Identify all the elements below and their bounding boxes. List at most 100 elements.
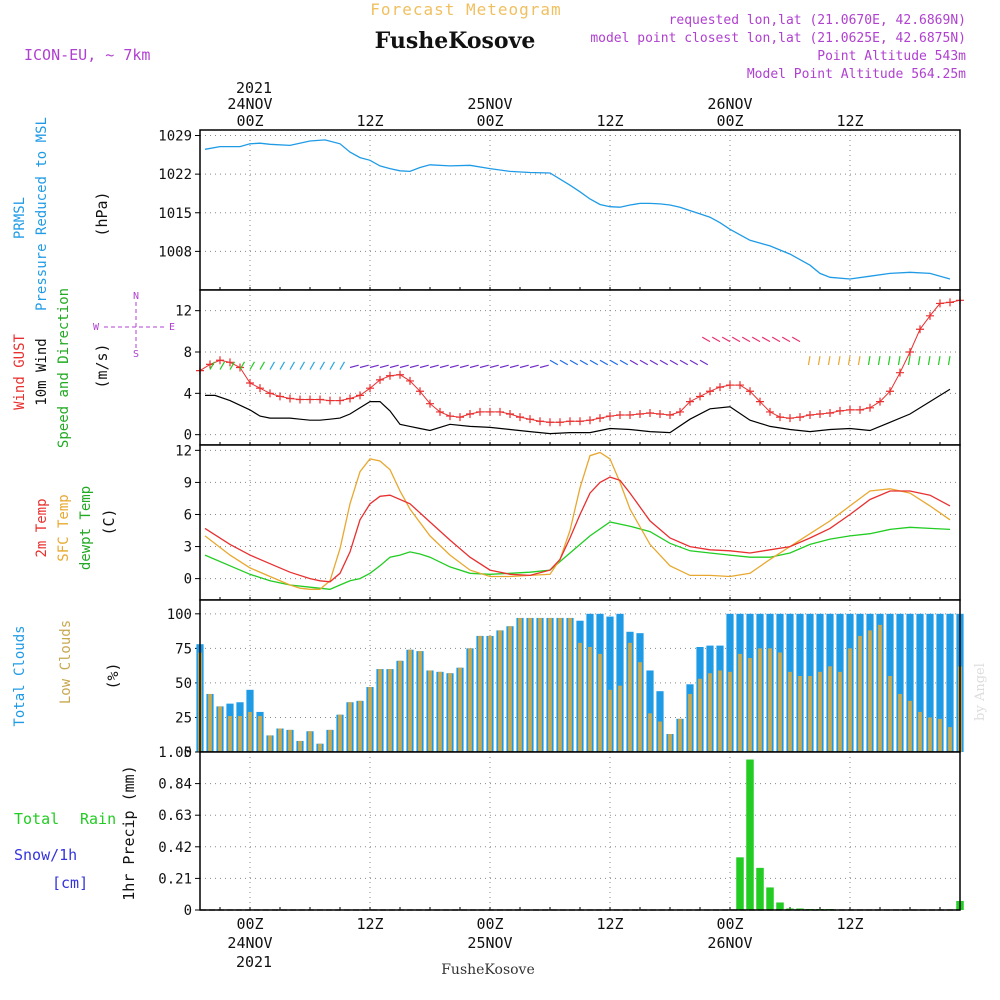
low-cloud-bar	[238, 716, 242, 752]
wind-dir-arrow	[771, 336, 781, 343]
requested-coords: requested lon,lat (21.0670E, 42.6869N)	[669, 13, 966, 28]
wind-dir-arrow	[519, 364, 529, 369]
wind-dir-arrow	[711, 336, 721, 343]
gust-point	[606, 412, 614, 421]
precip-ytick-label: 0.21	[158, 871, 192, 887]
low-cloud-bar	[778, 652, 782, 752]
wind-dir-arrow	[721, 336, 731, 343]
low-cloud-bar	[878, 624, 882, 752]
wind-dir-arrow	[309, 361, 316, 370]
wind-dir-arrow	[761, 336, 771, 343]
low-cloud-bar	[408, 649, 412, 752]
low-cloud-bar	[288, 729, 292, 752]
low-cloud-bar	[928, 717, 932, 752]
wind-dir-arrow	[559, 359, 569, 366]
clouds-ytick-label: 75	[175, 641, 192, 657]
gust-point	[936, 299, 944, 308]
gust-point	[516, 413, 524, 422]
wind-dir-label: Speed and Direction	[56, 288, 72, 448]
gust-point	[706, 387, 714, 396]
wind-dir-arrow	[689, 359, 699, 366]
wind-dir-arrow	[529, 364, 539, 369]
total-cloud-bar	[926, 613, 934, 752]
bottom-date-label: 26NOV	[707, 934, 752, 952]
low-cloud-bar	[858, 635, 862, 752]
top-tick-label: 00Z	[476, 112, 503, 130]
gust-point	[686, 397, 694, 406]
wind-dir-arrow	[449, 364, 459, 369]
wind-dir-arrow	[389, 364, 399, 369]
wind-dir-arrow	[827, 356, 831, 366]
wind-dir-arrow	[807, 356, 811, 366]
low-cloud-bar	[528, 617, 532, 752]
gust-point	[496, 407, 504, 416]
low-cloud-bar	[788, 671, 792, 752]
bottom-year: 2021	[236, 953, 272, 971]
gust-point	[626, 411, 634, 420]
gust-point	[926, 311, 934, 320]
wind-dir-arrow	[509, 364, 519, 369]
gust-point	[906, 348, 914, 356]
total-cloud-bar	[946, 613, 954, 752]
wind-dir-arrow	[917, 356, 921, 366]
bottom-date-label: 25NOV	[467, 934, 512, 952]
wind-dir-arrow	[569, 359, 579, 366]
low-cloud-bar	[338, 714, 342, 752]
wind-dir-arrow	[857, 356, 861, 366]
precip-ytick-label: 0.63	[158, 808, 192, 824]
wind-dir-arrow	[399, 364, 409, 369]
top-tick-label: 00Z	[716, 112, 743, 130]
low-cloud-bar	[798, 676, 802, 752]
low-cloud-bar	[588, 646, 592, 752]
wind-dir-arrow	[907, 356, 911, 366]
gust-point	[536, 417, 544, 426]
wind-ytick-label: 12	[175, 304, 192, 320]
precip-snow-label: Snow/1h	[14, 846, 77, 864]
wind-dir-arrow	[877, 356, 881, 366]
top-date-label: 24NOV	[227, 95, 272, 113]
low-cloud-bar	[738, 653, 742, 752]
low-cloud-bar	[678, 718, 682, 752]
gust-point	[306, 395, 314, 404]
gust-point	[556, 418, 564, 427]
precip-bar	[786, 908, 794, 910]
bottom-date-label: 24NOV	[227, 934, 272, 952]
gust-point	[456, 413, 464, 422]
low-cloud-bar	[828, 666, 832, 752]
top-date-label: 25NOV	[467, 95, 512, 113]
wind-dir-arrow	[649, 359, 659, 366]
temp-ytick-label: 6	[184, 507, 192, 523]
gust-point	[286, 394, 294, 403]
gust-point	[216, 356, 224, 365]
top-tick-label: 12Z	[596, 112, 623, 130]
compass-w: W	[93, 322, 100, 333]
low-cloud-bar	[368, 687, 372, 752]
wind-dir-arrow	[249, 361, 256, 370]
low-cloud-bar	[228, 716, 232, 752]
low-cloud-bar	[488, 635, 492, 752]
low-cloud-bar	[308, 731, 312, 752]
temp-unit: (C)	[100, 508, 118, 535]
low-cloud-bar	[568, 617, 572, 752]
precip-bar	[766, 887, 774, 910]
wind-dir-arrow	[439, 364, 449, 369]
low-cloud-bar	[438, 671, 442, 752]
pressure-ytick-label: 1015	[158, 206, 192, 222]
low-cloud-bar	[908, 700, 912, 752]
low-cloud-bar	[768, 648, 772, 752]
precip-unit: 1hr Precip (mm)	[120, 765, 138, 900]
compass-rose: N S W E	[93, 291, 175, 360]
low-cloud-bar	[378, 669, 382, 752]
gust-point	[346, 394, 354, 403]
wind-dir-arrow	[669, 359, 679, 366]
wind-dir-arrow	[937, 356, 941, 366]
gust-point	[796, 413, 804, 422]
total-cloud-bar	[916, 613, 924, 752]
dewpt-line	[204, 521, 951, 590]
wind-dir-arrow	[791, 336, 801, 343]
gust-point	[856, 405, 864, 414]
gust-point	[446, 412, 454, 421]
temperature-panel: 0 3 6 9 12	[175, 443, 961, 601]
gust-point	[636, 410, 644, 418]
